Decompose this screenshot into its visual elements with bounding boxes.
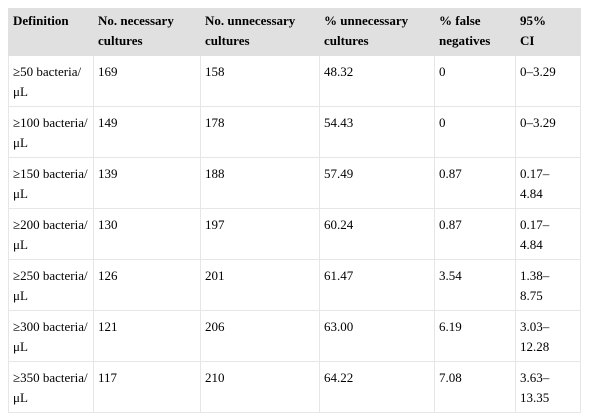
- table-cell: 0.87: [434, 157, 516, 209]
- header-cell: No. unnecessary cultures: [200, 8, 320, 56]
- table-cell: ≥50 bacteria/μL: [8, 55, 94, 107]
- table-cell: ≥350 bacteria/μL: [8, 361, 94, 413]
- table-cell: 64.22: [319, 361, 435, 413]
- table-cell: 130: [93, 208, 201, 260]
- table-row: ≥250 bacteria/μL 126 201 61.47 3.54 1.38–8.75: [8, 259, 581, 311]
- table-cell: 1.38–8.75: [515, 259, 581, 311]
- table-cell: ≥250 bacteria/μL: [8, 259, 94, 311]
- table-cell: ≥300 bacteria/μL: [8, 310, 94, 362]
- header-cell: Definition: [8, 8, 94, 56]
- table-cell: 6.19: [434, 310, 516, 362]
- table-cell: 188: [200, 157, 320, 209]
- table-cell: 139: [93, 157, 201, 209]
- table-cell: 3.63–13.35: [515, 361, 581, 413]
- table-cell: 3.54: [434, 259, 516, 311]
- table-cell: 0–3.29: [515, 106, 581, 158]
- table-cell: 57.49: [319, 157, 435, 209]
- table-cell: 169: [93, 55, 201, 107]
- table-cell: 206: [200, 310, 320, 362]
- table-cell: 197: [200, 208, 320, 260]
- table-cell: 0.17–4.84: [515, 208, 581, 260]
- table-cell: 210: [200, 361, 320, 413]
- table-cell: 121: [93, 310, 201, 362]
- table-cell: 63.00: [319, 310, 435, 362]
- table-cell: 0: [434, 106, 516, 158]
- table-header: Definition No. necessary cultures No. unne…: [8, 8, 581, 56]
- table-cell: 149: [93, 106, 201, 158]
- header-cell: 95% CI: [515, 8, 581, 56]
- table-row: ≥100 bacteria/μL 149 178 54.43 0 0–3.29: [8, 106, 581, 158]
- table-cell: 60.24: [319, 208, 435, 260]
- table-cell: ≥150 bacteria/μL: [8, 157, 94, 209]
- table-cell: 201: [200, 259, 320, 311]
- header-cell: No. necessary cultures: [93, 8, 201, 56]
- table-row: ≥150 bacteria/μL 139 188 57.49 0.87 0.17–4.84: [8, 157, 581, 209]
- table-cell: 3.03–12.28: [515, 310, 581, 362]
- table-row: ≥50 bacteria/μL 169 158 48.32 0 0–3.29: [8, 55, 581, 107]
- table-cell: 0.17–4.84: [515, 157, 581, 209]
- results-table: Definition No. necessary cultures No. unne…: [8, 8, 581, 413]
- header-cell: % false negatives: [434, 8, 516, 56]
- table-body: ≥50 bacteria/μL 169 158 48.32 0 0–3.29 ≥100 ba…: [8, 55, 581, 413]
- table-cell: 0.87: [434, 208, 516, 260]
- table-row: ≥300 bacteria/μL 121 206 63.00 6.19 3.03–12.2…: [8, 310, 581, 362]
- table-cell: 158: [200, 55, 320, 107]
- table-cell: 117: [93, 361, 201, 413]
- table-cell: 61.47: [319, 259, 435, 311]
- header-cell: % unnecessary cultures: [319, 8, 435, 56]
- table-cell: 178: [200, 106, 320, 158]
- table-cell: 0: [434, 55, 516, 107]
- table-cell: ≥200 bacteria/μL: [8, 208, 94, 260]
- header-row: Definition No. necessary cultures No. unne…: [8, 8, 581, 56]
- table-cell: 48.32: [319, 55, 435, 107]
- table-row: ≥350 bacteria/μL 117 210 64.22 7.08 3.63–13.3…: [8, 361, 581, 413]
- table-cell: 126: [93, 259, 201, 311]
- table-cell: ≥100 bacteria/μL: [8, 106, 94, 158]
- table-cell: 0–3.29: [515, 55, 581, 107]
- table-row: ≥200 bacteria/μL 130 197 60.24 0.87 0.17–4.84: [8, 208, 581, 260]
- table-cell: 54.43: [319, 106, 435, 158]
- table-cell: 7.08: [434, 361, 516, 413]
